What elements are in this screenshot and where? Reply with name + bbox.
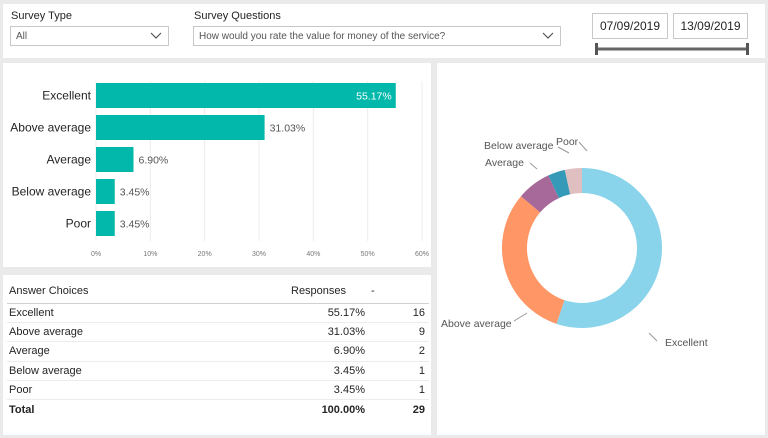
donut-slice[interactable] (521, 175, 559, 213)
survey-questions-label: Survey Questions (194, 10, 281, 22)
leader-line (648, 332, 658, 342)
table-cell-responses: 3.45% (289, 361, 369, 382)
data-label: 31.03% (270, 123, 306, 135)
donut-chart-panel: Excellent Above average Average Below avera… (437, 63, 765, 435)
x-tick-label: 50% (361, 251, 375, 258)
table-row[interactable]: Average 6.90% 2 (7, 341, 429, 362)
answers-table-panel: Answer Choices Responses - Excellent 55.1… (3, 275, 431, 435)
data-label: 3.45% (120, 187, 150, 199)
table-row[interactable]: Below average 3.45% 1 (7, 361, 429, 382)
table-cell-responses: 31.03% (289, 322, 369, 343)
donut-slice[interactable] (502, 196, 565, 324)
table-cell-count: 2 (369, 341, 429, 362)
survey-type-label: Survey Type (11, 10, 72, 22)
data-label: 6.90% (138, 155, 168, 167)
slice-label: Poor (556, 136, 579, 148)
leader-line (578, 141, 588, 152)
bar[interactable] (96, 115, 265, 140)
survey-questions-dropdown[interactable]: How would you rate the value for money o… (193, 26, 561, 46)
data-label: 55.17% (356, 91, 392, 103)
donut-slice[interactable] (564, 168, 582, 195)
table-cell-choice: Poor (7, 380, 289, 401)
table-cell-count: 1 (369, 380, 429, 401)
answers-table: Answer Choices Responses - Excellent 55.1… (7, 279, 429, 420)
table-cell-choice: Above average (7, 322, 289, 343)
survey-questions-value: How would you rate the value for money o… (199, 31, 446, 42)
end-date-input[interactable]: 13/09/2019 (673, 13, 748, 39)
data-label: 3.45% (120, 219, 150, 231)
slice-label: Above average (441, 318, 512, 330)
slice-label: Average (485, 157, 524, 169)
category-label: Below average (12, 185, 92, 199)
table-cell-count: 1 (369, 361, 429, 382)
x-tick-label: 20% (198, 251, 212, 258)
leader-line (557, 146, 570, 154)
table-cell-choice: Below average (7, 361, 289, 382)
chevron-down-icon (542, 32, 554, 39)
slice-label: Excellent (665, 337, 708, 349)
slider-end-handle[interactable] (746, 43, 749, 55)
slice-label: Below average (484, 140, 554, 152)
leader-line (529, 162, 538, 170)
table-cell-choice: Average (7, 341, 289, 362)
table-cell-responses: 6.90% (289, 341, 369, 362)
table-cell-count: 9 (369, 322, 429, 343)
x-tick-label: 0% (91, 251, 101, 258)
table-cell-choice: Excellent (7, 303, 289, 323)
table-row[interactable]: Excellent 55.17% 16 (7, 303, 429, 323)
x-tick-label: 10% (143, 251, 157, 258)
filter-bar: Survey Type All Survey Questions How wou… (3, 4, 765, 58)
leader-line (513, 312, 528, 322)
table-header-row: Answer Choices Responses - (7, 279, 429, 304)
table-cell-responses: 3.45% (289, 380, 369, 401)
header-responses[interactable]: Responses (289, 279, 369, 304)
bar[interactable] (96, 179, 115, 204)
header-count[interactable]: - (369, 279, 429, 304)
bar-chart: 0% 10% 20% 30% 40% 50% 60% Excellent 55.17% Above… (10, 81, 429, 258)
bar-chart-panel: 0% 10% 20% 30% 40% 50% 60% Excellent 55.17% Above… (3, 63, 431, 267)
survey-type-dropdown[interactable]: All (10, 26, 169, 46)
table-cell-count: 16 (369, 303, 429, 323)
table-cell-choice: Total (7, 399, 289, 420)
donut-chart: Excellent Above average Average Below avera… (441, 136, 708, 349)
bar[interactable] (96, 83, 396, 108)
table-cell-responses: 100.00% (289, 399, 369, 420)
header-answer-choices[interactable]: Answer Choices (7, 279, 289, 304)
x-tick-label: 30% (252, 251, 266, 258)
table-cell-responses: 55.17% (289, 303, 369, 323)
category-label: Poor (66, 217, 91, 231)
start-date-input[interactable]: 07/09/2019 (592, 13, 668, 39)
donut-slice[interactable] (548, 169, 571, 199)
chevron-down-icon (150, 32, 162, 39)
survey-type-value: All (16, 31, 28, 42)
table-total-row[interactable]: Total 100.00% 29 (7, 399, 429, 420)
category-label: Above average (10, 121, 91, 135)
category-label: Average (47, 153, 92, 167)
slider-start-handle[interactable] (595, 43, 598, 55)
bar[interactable] (96, 211, 115, 236)
category-label: Excellent (42, 89, 91, 103)
table-row[interactable]: Poor 3.45% 1 (7, 380, 429, 401)
table-row[interactable]: Above average 31.03% 9 (7, 322, 429, 343)
date-range-slider[interactable] (595, 43, 749, 55)
x-tick-label: 60% (415, 251, 429, 258)
donut-slice[interactable] (556, 168, 662, 328)
table-cell-count: 29 (369, 399, 429, 420)
x-tick-label: 40% (306, 251, 320, 258)
bar[interactable] (96, 147, 134, 172)
